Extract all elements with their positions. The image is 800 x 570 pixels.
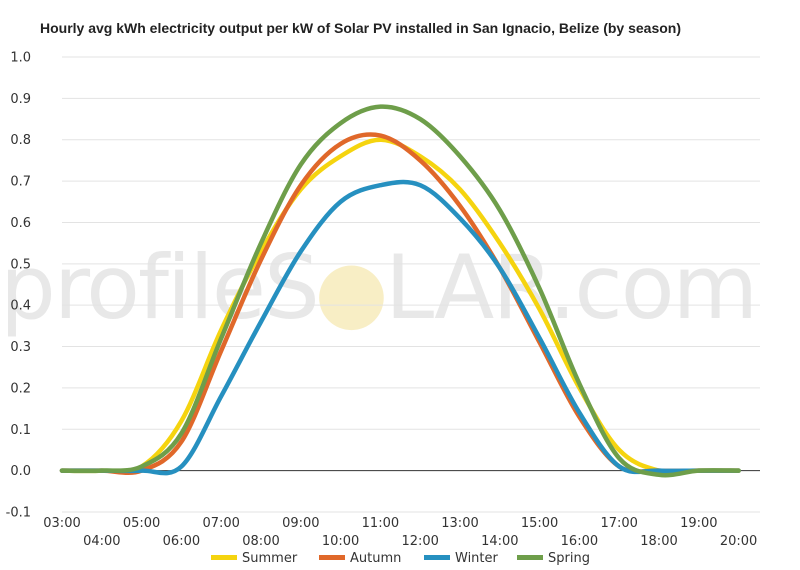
x-tick-label: 14:00 — [481, 534, 518, 549]
x-tick-label: 16:00 — [561, 534, 598, 549]
watermark-text-before: profileS — [0, 236, 318, 339]
x-tick-label: 11:00 — [362, 516, 399, 531]
y-tick-label: 0.8 — [10, 133, 31, 148]
legend-swatch-autumn — [319, 555, 345, 560]
x-tick-label: 03:00 — [43, 516, 80, 531]
x-tick-label: 05:00 — [123, 516, 160, 531]
y-tick-label: 0.7 — [10, 175, 31, 190]
x-tick-label: 09:00 — [282, 516, 319, 531]
legend-swatch-spring — [517, 555, 543, 560]
legend-label: Autumn — [350, 551, 401, 566]
legend-label: Spring — [548, 551, 590, 566]
y-tick-label: 0.1 — [10, 423, 31, 438]
watermark-text: profileSOLAR.com — [0, 236, 756, 339]
x-tick-label: 17:00 — [600, 516, 637, 531]
watermark-sun — [319, 265, 384, 331]
x-tick-label: 15:00 — [521, 516, 558, 531]
legend-swatch-winter — [424, 555, 450, 560]
legend-label: Winter — [455, 551, 499, 566]
y-tick-label: 0.6 — [10, 216, 31, 231]
x-tick-label: 04:00 — [83, 534, 120, 549]
x-tick-label: 18:00 — [640, 534, 677, 549]
x-tick-label: 06:00 — [163, 534, 200, 549]
x-tick-label: 19:00 — [680, 516, 717, 531]
x-tick-label: 10:00 — [322, 534, 359, 549]
series-line-spring — [59, 104, 741, 478]
y-tick-label: -0.1 — [6, 506, 31, 521]
y-axis-ticks: -0.1 0.0 0.1 0.2 0.3 0.4 0.5 0.6 0.7 0.8 0.9 1.0 — [6, 51, 31, 521]
x-tick-label: 20:00 — [720, 534, 757, 549]
y-tick-label: 0.3 — [10, 340, 31, 355]
series-line-winter — [59, 179, 741, 476]
legend-swatch-summer — [211, 555, 237, 560]
y-tick-label: 0.4 — [10, 299, 31, 314]
y-tick-label: 0.5 — [10, 257, 31, 272]
chart-title: Hourly avg kWh electricity output per kW… — [40, 20, 681, 36]
x-axis-ticks: 03:0004:0005:0006:0007:0008:0009:0010:00… — [43, 516, 757, 549]
y-tick-label: 0.2 — [10, 381, 31, 396]
y-tick-label: 0.0 — [10, 464, 31, 479]
x-tick-label: 07:00 — [202, 516, 239, 531]
watermark-text-after: LAR.com — [385, 236, 756, 339]
watermark-sun-letter: O — [318, 236, 385, 339]
y-tick-label: 1.0 — [10, 51, 31, 66]
legend: Summer Autumn Winter Spring — [211, 551, 590, 566]
y-tick-label: 0.9 — [10, 92, 31, 107]
x-tick-label: 12:00 — [401, 534, 438, 549]
x-tick-label: 08:00 — [242, 534, 279, 549]
series-lines — [59, 104, 741, 478]
x-tick-label: 13:00 — [441, 516, 478, 531]
legend-label: Summer — [242, 551, 298, 566]
